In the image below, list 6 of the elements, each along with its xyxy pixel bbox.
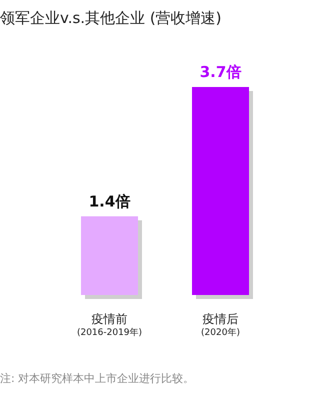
title: 领军企业v.s.其他企业 (营收增速) — [0, 9, 222, 27]
x-tick-label: 疫情前 (2016-2019年) — [76, 312, 142, 338]
data-label: 3.7倍 — [200, 63, 242, 81]
text: 注: 对本研究样本中上市企业进行比较。 — [0, 372, 194, 385]
x-tick-label: 疫情后 (2020年) — [201, 312, 240, 338]
data-label: 1.4倍 — [88, 192, 130, 210]
